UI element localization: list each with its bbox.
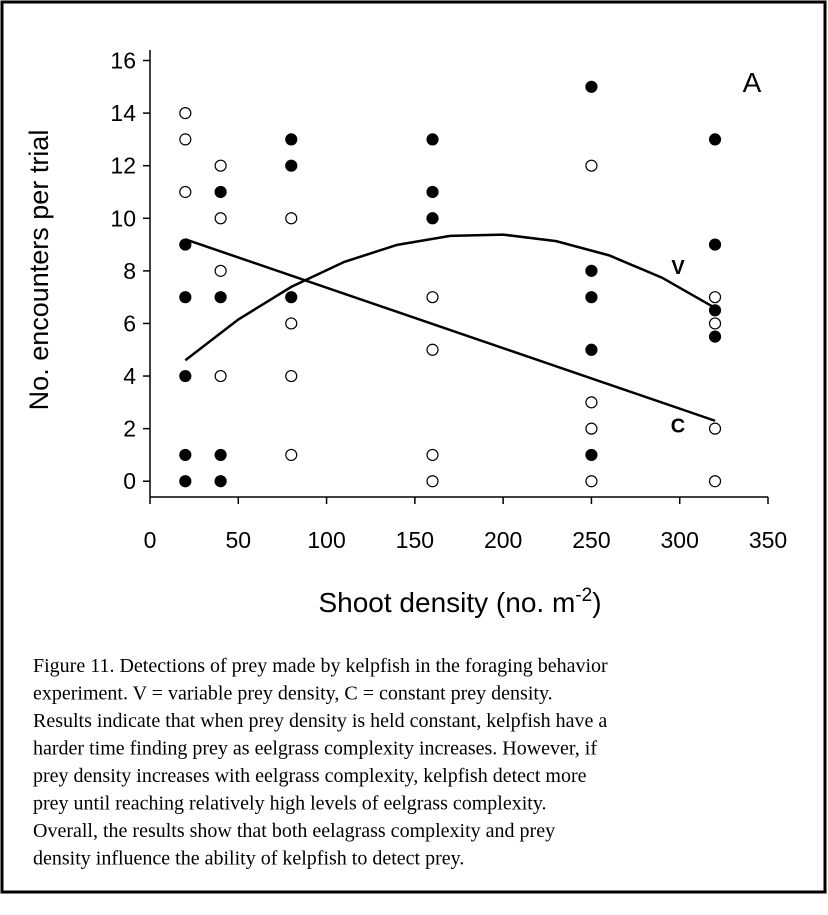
fit-label: V bbox=[671, 257, 685, 279]
data-point bbox=[708, 304, 722, 317]
data-point bbox=[426, 448, 439, 462]
y-tick-label: 6 bbox=[123, 310, 136, 336]
data-point bbox=[426, 133, 439, 146]
caption-line: prey until reaching relatively high leve… bbox=[33, 793, 547, 815]
data-point bbox=[285, 133, 298, 146]
data-point bbox=[585, 475, 598, 488]
x-axis-label-sup: -2 bbox=[575, 585, 592, 606]
y-tick-label: 4 bbox=[123, 363, 136, 389]
x-tick-label: 50 bbox=[225, 527, 251, 553]
data-point bbox=[285, 159, 298, 172]
caption-line: Figure 11. Detections of prey made by ke… bbox=[33, 655, 608, 677]
caption-line: density influence the ability of kelpfis… bbox=[33, 848, 464, 870]
data-point bbox=[285, 317, 298, 330]
fit-line bbox=[184, 233, 716, 362]
data-point bbox=[285, 448, 298, 462]
data-point bbox=[708, 475, 722, 488]
data-point bbox=[214, 475, 227, 488]
data-point bbox=[585, 422, 598, 435]
data-point bbox=[426, 212, 439, 225]
x-tick-label: 150 bbox=[396, 527, 434, 553]
data-point bbox=[708, 238, 722, 251]
x-tick-label: 0 bbox=[144, 527, 157, 553]
data-point bbox=[708, 291, 722, 304]
data-point bbox=[585, 264, 598, 277]
data-point bbox=[179, 133, 192, 146]
caption-line: prey density increases with eelgrass com… bbox=[33, 765, 587, 787]
y-tick-label: 2 bbox=[123, 416, 136, 442]
caption-line: harder time finding prey as eelgrass com… bbox=[33, 738, 597, 760]
data-point bbox=[179, 448, 192, 462]
caption-line: experiment. V = variable prey density, C… bbox=[33, 683, 553, 705]
data-point bbox=[585, 448, 598, 462]
data-point bbox=[426, 475, 439, 488]
x-tick-label: 300 bbox=[661, 527, 699, 553]
data-point bbox=[179, 185, 192, 199]
data-point bbox=[585, 291, 598, 304]
fit-label: C bbox=[671, 416, 685, 438]
data-point bbox=[214, 291, 227, 304]
x-tick-label: 100 bbox=[307, 527, 345, 553]
y-tick-label: 16 bbox=[110, 48, 136, 74]
y-axis-label: No. encounters per trial bbox=[24, 130, 54, 411]
y-tick-label: 8 bbox=[123, 258, 136, 284]
caption-line: Overall, the results show that both eela… bbox=[33, 820, 555, 842]
data-point bbox=[585, 80, 598, 93]
data-point bbox=[179, 369, 192, 383]
data-point bbox=[708, 330, 722, 343]
data-point bbox=[285, 212, 298, 225]
y-tick-label: 0 bbox=[123, 468, 136, 494]
data-point bbox=[585, 396, 598, 409]
fit-line bbox=[184, 238, 716, 422]
y-tick-label: 10 bbox=[110, 205, 136, 231]
data-point bbox=[179, 107, 192, 120]
panel-label: A bbox=[743, 67, 762, 98]
x-axis-label: Shoot density (no. m-2) bbox=[318, 585, 601, 618]
data-point bbox=[214, 369, 227, 383]
data-point bbox=[214, 264, 227, 277]
data-point bbox=[708, 422, 722, 435]
data-point bbox=[708, 317, 722, 330]
x-tick-label: 250 bbox=[572, 527, 610, 553]
x-tick-label: 350 bbox=[749, 527, 787, 553]
x-axis-label-end: ) bbox=[592, 587, 601, 618]
data-point bbox=[426, 343, 439, 356]
data-point bbox=[285, 369, 298, 383]
caption-line: Results indicate that when prey density … bbox=[33, 710, 607, 732]
data-point bbox=[214, 448, 227, 462]
data-point bbox=[214, 212, 227, 225]
data-point bbox=[585, 343, 598, 356]
data-point bbox=[179, 238, 192, 251]
y-tick-label: 14 bbox=[110, 100, 136, 126]
x-tick-label: 200 bbox=[484, 527, 522, 553]
y-tick-label: 12 bbox=[110, 153, 136, 179]
data-point bbox=[585, 159, 598, 172]
data-point bbox=[179, 291, 192, 304]
data-point bbox=[214, 159, 227, 172]
data-point bbox=[179, 475, 192, 488]
data-point bbox=[426, 291, 439, 304]
data-point bbox=[708, 133, 722, 146]
x-axis-label-text: Shoot density (no. m bbox=[318, 587, 575, 618]
data-point bbox=[426, 185, 439, 199]
data-point bbox=[214, 185, 227, 199]
frame bbox=[0, 0, 827, 894]
data-point bbox=[285, 291, 298, 304]
